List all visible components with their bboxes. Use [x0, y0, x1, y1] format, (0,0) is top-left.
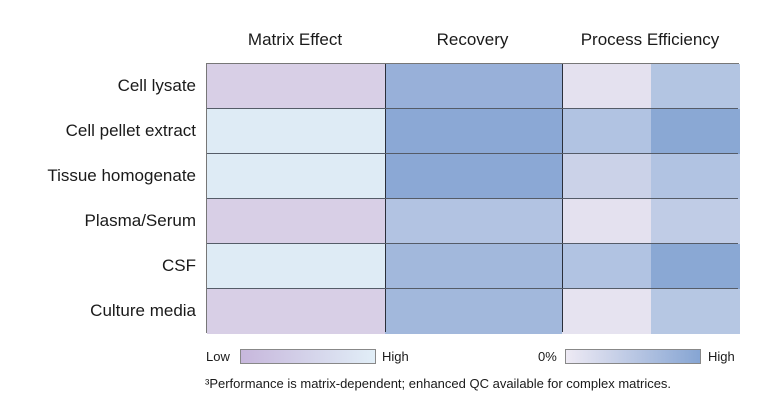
heatmap-cell-process-efficiency-b — [651, 109, 740, 154]
row-divider — [207, 108, 738, 109]
heatmap-cell-process-efficiency-b — [651, 64, 740, 109]
legend-2-gradient-bar — [565, 349, 701, 364]
heatmap-cell-recovery — [385, 199, 562, 244]
heatmap-cell-recovery — [385, 244, 562, 289]
heatmap-cell-matrix-effect — [207, 64, 385, 109]
heatmap-cell-process-efficiency-a — [562, 289, 651, 334]
heatmap-cell-process-efficiency-b — [651, 199, 740, 244]
legend-1-gradient-bar — [240, 349, 376, 364]
legend-1-high-label: High — [382, 349, 409, 364]
heatmap-cell-process-efficiency-a — [562, 244, 651, 289]
heatmap-cell-process-efficiency-b — [651, 244, 740, 289]
heatmap-grid — [206, 63, 740, 334]
column-header: Recovery — [436, 30, 509, 49]
heatmap-cell-process-efficiency-a — [562, 64, 651, 109]
legend-2-low-label: 0% — [538, 349, 557, 364]
heatmap-cell-process-efficiency-a — [562, 199, 651, 244]
row-label: Cell lysate — [117, 76, 196, 95]
heatmap-cell-process-efficiency-b — [651, 289, 740, 334]
heatmap-cell-matrix-effect — [207, 154, 385, 199]
legend-2-high-label: High — [708, 349, 735, 364]
heatmap-cell-matrix-effect — [207, 244, 385, 289]
row-label: Culture media — [90, 301, 196, 320]
legend-1-low-label: Low — [206, 349, 230, 364]
footnote: ³Performance is matrix-dependent; enhanc… — [205, 376, 672, 391]
heatmap-cell-process-efficiency-a — [562, 154, 651, 199]
row-divider — [207, 243, 738, 244]
row-divider — [207, 288, 738, 289]
heatmap-cell-matrix-effect — [207, 199, 385, 244]
heatmap-cell-recovery — [385, 109, 562, 154]
heatmap-cell-recovery — [385, 154, 562, 199]
heatmap-cell-recovery — [385, 289, 562, 334]
heatmap-cell-recovery — [385, 64, 562, 109]
row-label: Tissue homogenate — [47, 166, 196, 185]
heatmap-cell-matrix-effect — [207, 109, 385, 154]
heatmap-cell-matrix-effect — [207, 289, 385, 334]
column-header: Process Efficiency — [580, 30, 720, 49]
row-label: Plasma/Serum — [84, 211, 196, 230]
row-divider — [207, 153, 738, 154]
column-header: Matrix Effect — [247, 30, 343, 49]
row-label: Cell pellet extract — [65, 121, 196, 140]
row-label: CSF — [162, 256, 196, 275]
heatmap-cell-process-efficiency-b — [651, 154, 740, 199]
heatmap-cell-process-efficiency-a — [562, 109, 651, 154]
row-divider — [207, 198, 738, 199]
